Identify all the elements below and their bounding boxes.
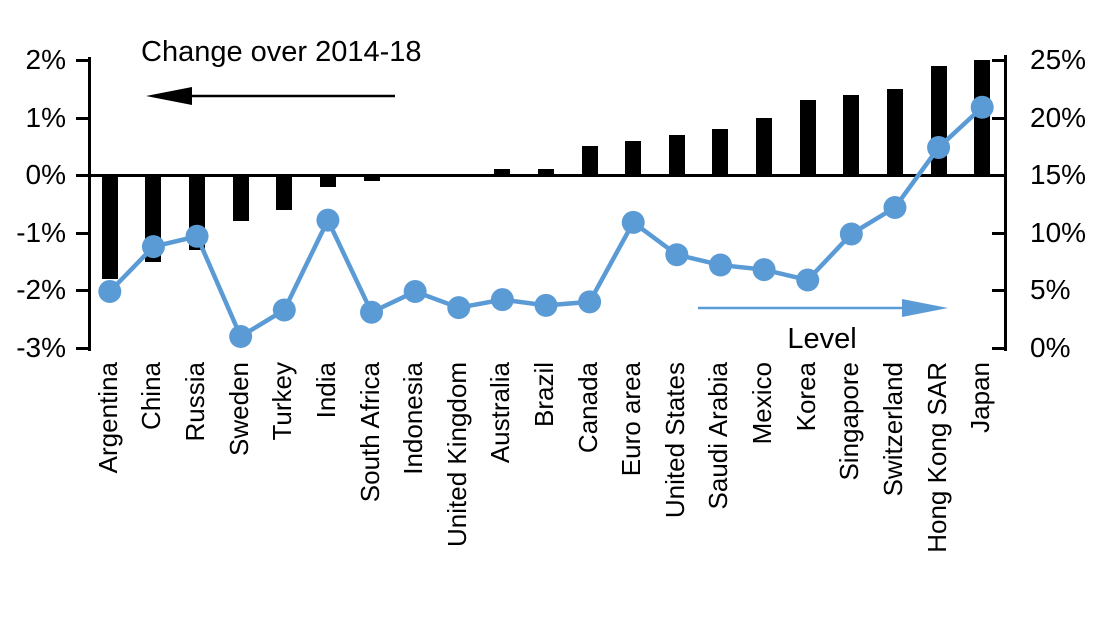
right-axis-tick-mark	[992, 59, 1004, 62]
left-axis-tick-label: -3%	[16, 332, 66, 363]
right-axis-tick-mark	[992, 116, 1004, 120]
right-axis-tick-label: 25%	[1030, 44, 1087, 75]
line-point-united-states	[665, 243, 689, 267]
x-axis-label-switzerland: Switzerland	[877, 362, 908, 497]
line-point-india	[316, 208, 340, 232]
x-axis-label-korea: Korea	[790, 362, 821, 432]
x-axis-label-argentina: Argentina	[92, 362, 123, 474]
bar-japan	[974, 60, 991, 176]
right-axis-tick-label: 20%	[1030, 101, 1087, 133]
x-axis-label-united-states: United States	[659, 362, 690, 519]
left-axis-tick-mark	[76, 59, 88, 62]
bar-sweden	[232, 175, 249, 222]
bar-switzerland	[886, 88, 903, 176]
left-axis-tick-label: -2%	[16, 274, 66, 306]
zero-baseline	[88, 174, 1007, 178]
bar-korea	[799, 100, 816, 176]
line-point-united-kingdom	[447, 296, 471, 320]
bar-russia	[189, 175, 206, 251]
line-point-switzerland	[883, 195, 907, 219]
left-axis-tick-mark	[76, 289, 88, 293]
right-axis-tick-mark	[992, 289, 1004, 293]
line-point-turkey	[272, 298, 296, 322]
left-axis-tick-mark	[76, 231, 88, 235]
left-axis-tick-label: 1%	[25, 101, 66, 133]
x-axis-label-hong-kong-sar: Hong Kong SAR	[921, 362, 952, 553]
x-axis-label-singapore: Singapore	[834, 362, 865, 481]
line-series-annotation-label: Level	[787, 323, 857, 355]
bar-china	[145, 175, 162, 262]
bar-saudi-arabia	[712, 129, 729, 176]
bar-series-left-arrow-icon-head	[146, 87, 192, 105]
bar-series-annotation-label: Change over 2014-18	[141, 36, 422, 68]
x-axis-label-euro-area: Euro area	[616, 362, 647, 477]
right-axis-tick-label: 10%	[1030, 216, 1087, 248]
line-point-australia	[490, 288, 514, 312]
x-axis-label-china: China	[136, 362, 167, 430]
line-point-brazil	[534, 293, 558, 317]
x-axis-label-brazil: Brazil	[529, 362, 559, 428]
line-point-indonesia	[403, 280, 427, 304]
right-axis-line	[1004, 55, 1007, 351]
left-axis-tick-label: 2%	[25, 44, 66, 75]
x-axis-label-united-kingdom: United Kingdom	[441, 362, 472, 547]
line-point-saudi-arabia	[708, 253, 732, 277]
bar-argentina	[101, 175, 118, 279]
line-point-south-africa	[360, 300, 384, 324]
x-axis-label-russia: Russia	[180, 362, 211, 442]
x-axis-label-australia: Australia	[485, 362, 516, 464]
left-axis-tick-mark	[76, 347, 88, 350]
x-axis-label-india: India	[310, 362, 341, 419]
left-axis-tick-label: -1%	[16, 216, 66, 248]
bar-mexico	[756, 117, 773, 176]
x-axis-label-sweden: Sweden	[223, 362, 254, 456]
line-point-korea	[796, 268, 820, 292]
line-point-argentina	[98, 280, 122, 304]
x-axis-label-turkey: Turkey	[267, 362, 298, 441]
line-series-right-arrow-icon-head	[902, 299, 948, 317]
right-axis-tick-mark	[992, 174, 1004, 178]
x-axis-label-south-africa: South Africa	[354, 362, 385, 503]
bar-turkey	[276, 175, 293, 210]
bar-canada	[581, 146, 598, 176]
x-axis-label-saudi-arabia: Saudi Arabia	[703, 362, 734, 510]
left-axis-tick-label: 0%	[25, 159, 66, 191]
right-axis-tick-mark	[992, 347, 1004, 350]
x-axis-label-indonesia: Indonesia	[398, 362, 429, 475]
right-axis-tick-label: 5%	[1030, 274, 1071, 306]
line-point-singapore	[839, 222, 863, 246]
left-axis-tick-mark	[76, 116, 88, 120]
x-axis-label-japan: Japan	[965, 362, 996, 433]
bar-singapore	[843, 94, 860, 176]
bar-united-states	[668, 134, 685, 176]
x-axis-label-canada: Canada	[572, 362, 603, 454]
line-point-sweden	[229, 324, 253, 348]
line-point-mexico	[752, 258, 776, 282]
bar-euro-area	[625, 140, 642, 176]
left-axis-tick-mark	[76, 174, 88, 178]
x-axis-label-mexico: Mexico	[747, 362, 778, 445]
right-axis-tick-mark	[992, 231, 1004, 235]
left-axis-line	[88, 57, 91, 351]
line-point-euro-area	[621, 210, 645, 234]
right-axis-tick-label: 15%	[1030, 159, 1087, 191]
right-axis-tick-label: 0%	[1030, 332, 1071, 363]
line-point-canada	[578, 290, 602, 314]
bar-hong-kong-sar	[930, 65, 947, 176]
